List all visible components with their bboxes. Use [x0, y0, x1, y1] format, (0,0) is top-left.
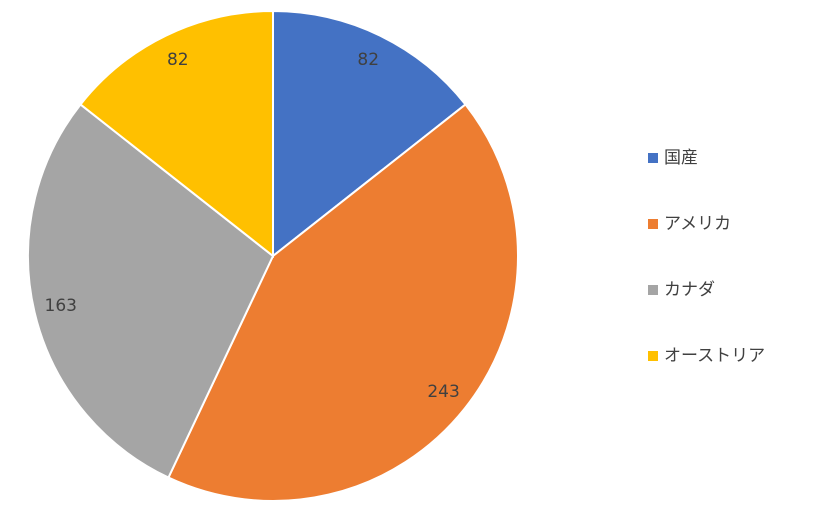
pie-slice — [27, 103, 275, 479]
data-label: 82 — [167, 50, 189, 70]
data-label: 163 — [45, 296, 77, 316]
legend-swatch — [648, 351, 658, 361]
legend-swatch — [648, 153, 658, 163]
legend-label: 国産 — [664, 148, 698, 168]
data-label: 82 — [357, 50, 379, 70]
legend-swatch — [648, 285, 658, 295]
pie-slice — [79, 9, 274, 259]
legend-label: アメリカ — [664, 214, 731, 234]
pie-slice — [167, 103, 519, 502]
pie-slice — [272, 9, 467, 259]
legend-label: カナダ — [664, 280, 715, 300]
legend-label: オーストリア — [664, 346, 765, 366]
legend-swatch — [648, 219, 658, 229]
data-label: 243 — [427, 382, 459, 402]
